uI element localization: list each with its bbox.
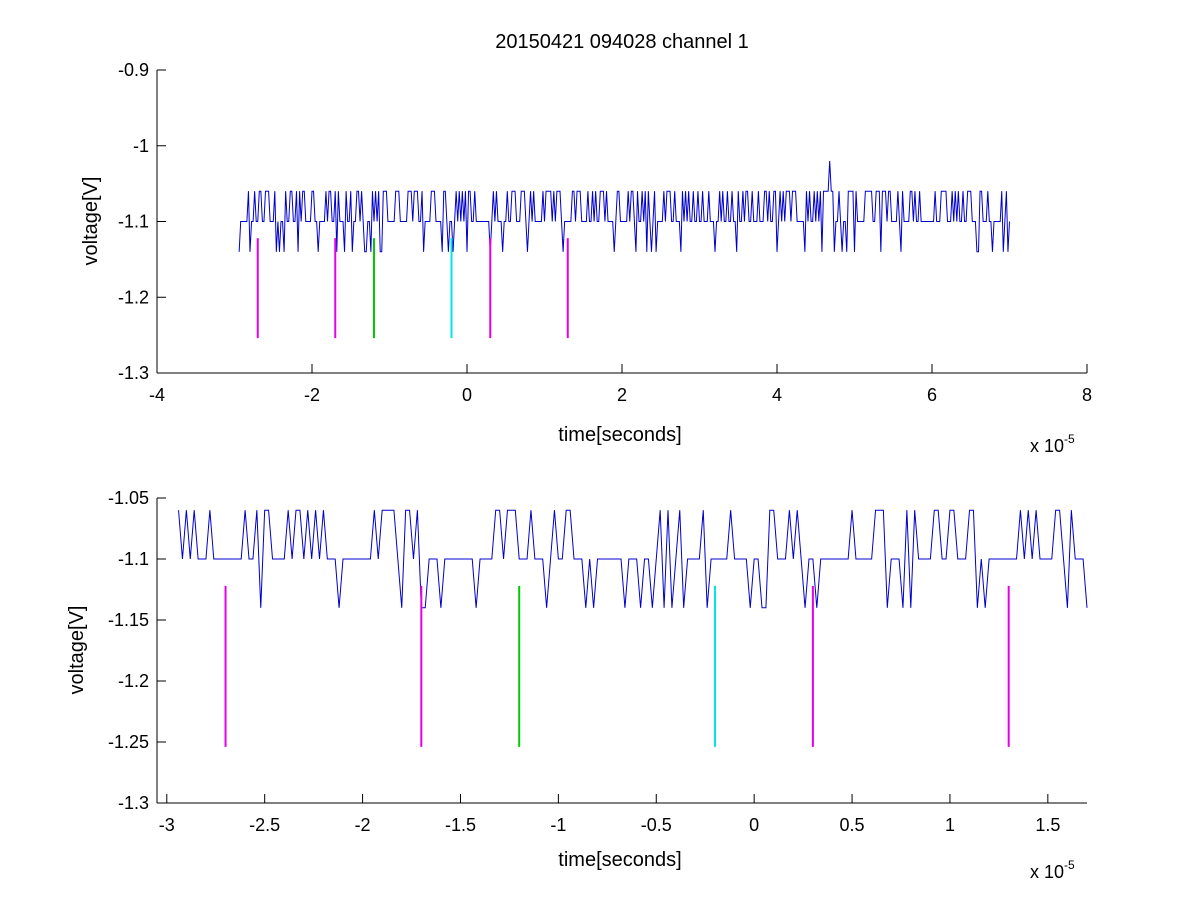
bottom-x-exponent-power: -5 xyxy=(1064,858,1075,872)
top-event-markers xyxy=(256,238,569,339)
top-subplot: 20150421 094028 channel 1 -4 -2 0 2 4 6 8-1.3-… xyxy=(80,31,1092,456)
bottom-x-tick-label: 1 xyxy=(945,815,955,835)
top-x-tick-label: 0 xyxy=(462,385,472,405)
bottom-y-tick-label: -1.2 xyxy=(118,671,149,691)
top-x-axis-label: time[seconds] xyxy=(558,424,681,446)
bottom-subplot: -3 -2.5 -2 -1.5 -1 -0.5 0 0.5 1 1.5 -1.3 -1.25 -1.2 -… xyxy=(66,488,1088,882)
bottom-y-tick-label: -1.15 xyxy=(108,610,149,630)
bottom-x-tick-label: 0.5 xyxy=(840,815,865,835)
top-x-tick-label: 6 xyxy=(927,385,937,405)
top-y-axis-label: voltage[V] xyxy=(80,177,102,266)
top-y-tick-label: -1.2 xyxy=(118,287,149,307)
top-x-tick-label: -4 xyxy=(149,385,165,405)
bottom-x-tick-label: 1.5 xyxy=(1035,815,1060,835)
top-x-exponent-label: x 10-5 xyxy=(1030,432,1075,456)
top-subplot-title: 20150421 094028 channel 1 xyxy=(495,31,749,53)
top-x-tick-label: 8 xyxy=(1082,385,1092,405)
bottom-x-tick-label: -2.5 xyxy=(249,815,280,835)
bottom-signal-layer xyxy=(178,509,1088,609)
bottom-x-exponent-label: x 10-5 xyxy=(1030,858,1075,882)
bottom-y-tick-label: -1.05 xyxy=(108,488,149,508)
bottom-y-tick-label: -1.25 xyxy=(108,732,149,752)
top-y-tick-label: -1.3 xyxy=(118,363,149,383)
top-x-exponent-base: x 10 xyxy=(1030,436,1064,456)
bottom-y-axis-label: voltage[V] xyxy=(66,606,88,695)
bottom-x-tick-label: -1 xyxy=(550,815,566,835)
top-signal-layer xyxy=(238,160,1010,253)
bottom-x-axis-label: time[seconds] xyxy=(558,849,681,871)
top-axes: -4 -2 0 2 4 6 8 -1.3 -1.2 -1.1 -1 -0.9 xyxy=(118,60,1092,405)
bottom-axes: -3 -2.5 -2 -1.5 -1 -0.5 0 0.5 1 1.5 -1.3 -1.25 -1.2 -… xyxy=(108,488,1087,835)
top-y-tick-label: -0.9 xyxy=(118,60,149,80)
bottom-x-tick-label: -0.5 xyxy=(641,815,672,835)
top-signal-trace xyxy=(238,160,1010,253)
bottom-event-markers xyxy=(224,585,1010,747)
bottom-x-tick-label: -2 xyxy=(355,815,371,835)
bottom-y-tick-label: -1.3 xyxy=(118,793,149,813)
top-x-tick-label: 4 xyxy=(772,385,782,405)
top-x-tick-label: 2 xyxy=(617,385,627,405)
top-x-tick-label: -2 xyxy=(304,385,320,405)
bottom-x-tick-label: -3 xyxy=(159,815,175,835)
top-y-tick-label: -1 xyxy=(133,136,149,156)
top-x-exponent-power: -5 xyxy=(1064,432,1075,446)
bottom-x-tick-label: -1.5 xyxy=(445,815,476,835)
bottom-y-tick-label: -1.1 xyxy=(118,549,149,569)
bottom-x-tick-label: 0 xyxy=(749,815,759,835)
bottom-signal-trace xyxy=(178,509,1088,609)
top-y-tick-label: -1.1 xyxy=(118,212,149,232)
bottom-x-exponent-base: x 10 xyxy=(1030,862,1064,882)
